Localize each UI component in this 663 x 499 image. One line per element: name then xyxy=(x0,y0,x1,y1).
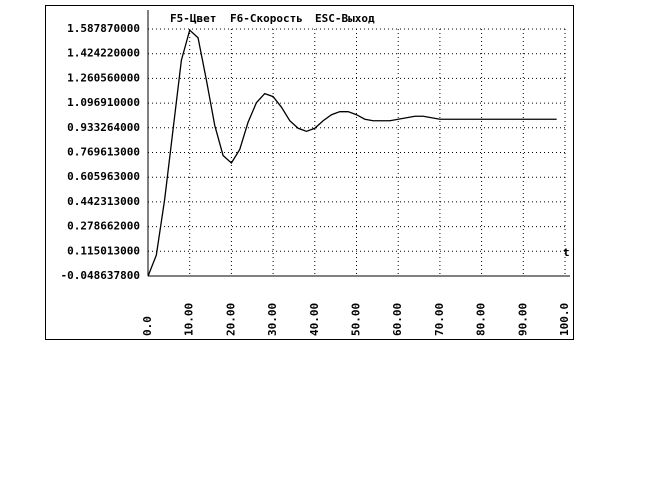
y-tick-label: 0.278662000 xyxy=(67,220,140,233)
y-tick-label: 0.115013000 xyxy=(67,244,140,257)
frame xyxy=(45,5,574,340)
y-tick-label: 0.769613000 xyxy=(67,146,140,159)
x-tick-label: 60.00 xyxy=(391,303,404,336)
y-tick-label: 1.587870000 xyxy=(67,22,140,35)
y-tick-label: 0.605963000 xyxy=(67,170,140,183)
x-tick-label: 70.00 xyxy=(433,303,446,336)
y-tick-label: 1.260560000 xyxy=(67,71,140,84)
x-tick-label: 10.00 xyxy=(183,303,196,336)
x-tick-label: 100.0 xyxy=(558,303,571,336)
x-tick-label: 30.00 xyxy=(266,303,279,336)
x-tick-label: 20.00 xyxy=(224,303,237,336)
menu-item: F6-Скорость xyxy=(230,12,303,25)
y-tick-label: 1.424220000 xyxy=(67,47,140,60)
x-tick-label: 90.00 xyxy=(516,303,529,336)
x-tick-label: 50.00 xyxy=(350,303,363,336)
x-axis-label: t xyxy=(563,246,570,259)
data-line xyxy=(147,28,557,277)
menu-item: ESC-Выход xyxy=(315,12,375,25)
y-tick-label: 1.096910000 xyxy=(67,96,140,109)
y-tick-label: -0.048637800 xyxy=(61,269,140,282)
x-tick-label: 40.00 xyxy=(308,303,321,336)
x-tick-label: 80.00 xyxy=(475,303,488,336)
x-tick-label: 0.0 xyxy=(141,316,154,336)
y-tick-label: 0.933264000 xyxy=(67,121,140,134)
menu-item: F5-Цвет xyxy=(170,12,216,25)
y-tick-label: 0.442313000 xyxy=(67,195,140,208)
